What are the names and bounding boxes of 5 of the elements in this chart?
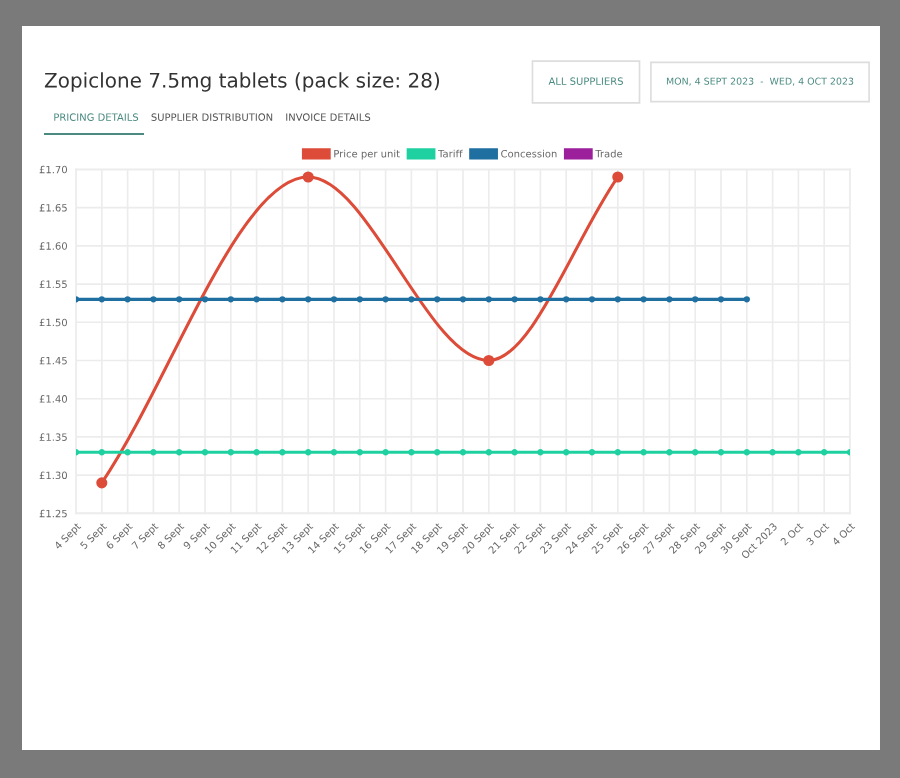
point <box>483 354 495 367</box>
point <box>96 477 108 489</box>
point <box>612 171 624 183</box>
chart-title: Zopiclone 7.5mg tablets (pack size: 28) <box>44 72 440 92</box>
point <box>302 171 314 183</box>
